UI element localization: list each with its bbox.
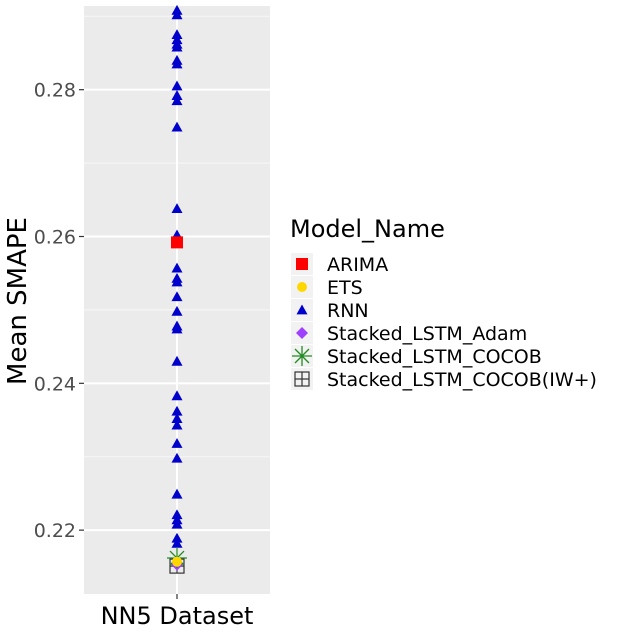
point-rnn bbox=[171, 29, 183, 40]
point-rnn bbox=[171, 405, 183, 416]
data-points bbox=[167, 4, 187, 574]
legend-key-rnn bbox=[296, 304, 308, 315]
point-rnn bbox=[171, 80, 183, 91]
point-rnn bbox=[171, 438, 183, 448]
point-rnn bbox=[171, 262, 183, 273]
point-rnn bbox=[171, 90, 183, 100]
legend-key-stacked-lstm-cocob bbox=[292, 346, 312, 366]
x-tick-label: NN5 Dataset bbox=[101, 602, 254, 630]
point-rnn bbox=[171, 452, 183, 463]
legend-key-stacked-lstm-cocob-iw- bbox=[294, 371, 310, 387]
legend-label: ARIMA bbox=[327, 254, 388, 276]
legend-label: Stacked_LSTM_Adam bbox=[327, 323, 527, 345]
point-rnn bbox=[171, 203, 183, 214]
legend-label: RNN bbox=[327, 300, 369, 322]
legend-key-arima bbox=[296, 258, 308, 270]
point-rnn bbox=[171, 276, 183, 287]
point-rnn bbox=[171, 532, 183, 543]
legend-label: Stacked_LSTM_COCOB(IW+) bbox=[327, 369, 597, 391]
legend-key-ets bbox=[297, 282, 307, 292]
point-rnn bbox=[171, 509, 183, 520]
asterisk-stroke bbox=[294, 348, 310, 364]
point-rnn bbox=[171, 488, 183, 499]
legend-label: Stacked_LSTM_COCOB bbox=[327, 346, 542, 368]
point-rnn bbox=[171, 41, 183, 52]
x-axis: NN5 Dataset bbox=[101, 594, 254, 630]
point-rnn bbox=[171, 323, 183, 334]
point-rnn bbox=[171, 390, 183, 401]
point-rnn bbox=[171, 9, 183, 20]
point-rnn bbox=[171, 355, 183, 366]
y-axis: 0.22 0.24 0.26 0.28 bbox=[34, 80, 84, 542]
point-rnn bbox=[171, 413, 183, 423]
point-ets bbox=[172, 556, 182, 567]
y-tick-label: 0.22 bbox=[34, 520, 76, 542]
point-rnn bbox=[171, 537, 183, 548]
legend-label: ETS bbox=[327, 277, 363, 299]
point-rnn bbox=[171, 121, 183, 132]
point-arima bbox=[171, 236, 183, 249]
point-rnn bbox=[171, 291, 183, 302]
y-tick-label: 0.28 bbox=[34, 80, 76, 102]
point-rnn bbox=[171, 518, 183, 529]
legend-key-stacked-lstm-adam bbox=[296, 327, 308, 339]
y-tick-label: 0.26 bbox=[34, 227, 76, 249]
point-rnn bbox=[171, 95, 183, 106]
legend-title: Model_Name bbox=[290, 215, 445, 243]
point-rnn bbox=[171, 58, 183, 69]
legend: Model_Name ARIMAETSRNNStacked_LSTM_AdamS… bbox=[290, 215, 597, 391]
point-rnn bbox=[171, 305, 183, 316]
y-tick-label: 0.24 bbox=[34, 373, 76, 395]
y-axis-title: Mean SMAPE bbox=[3, 217, 33, 385]
point-rnn bbox=[171, 419, 183, 430]
